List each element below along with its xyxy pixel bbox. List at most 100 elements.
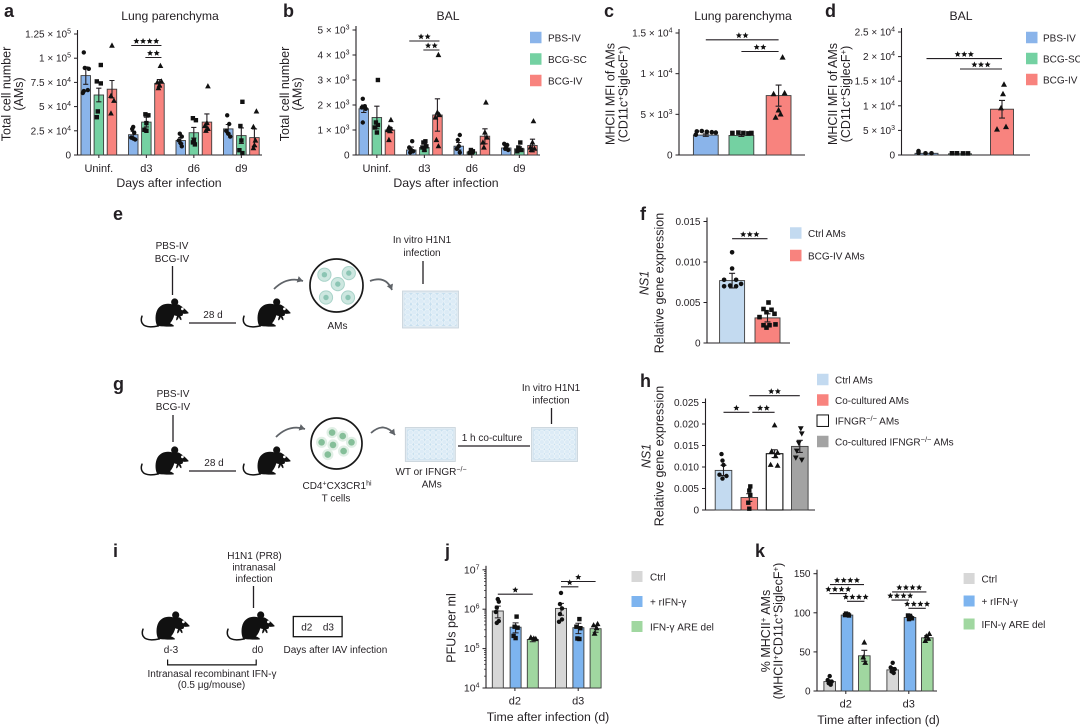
- svg-text:0: 0: [667, 151, 673, 162]
- svg-text:+ rIFN-γ: + rIFN-γ: [650, 598, 686, 609]
- svg-text:150: 150: [794, 569, 811, 580]
- svg-text:AMs: AMs: [328, 321, 348, 332]
- svg-text:BCG-IV: BCG-IV: [155, 254, 190, 265]
- svg-text:d2: d2: [301, 623, 313, 634]
- svg-text:+ rIFN-γ: + rIFN-γ: [982, 597, 1018, 608]
- svg-text:infection: infection: [403, 248, 440, 259]
- svg-text:2 × 104: 2 × 104: [863, 51, 895, 63]
- svg-text:1.25 × 105: 1.25 × 105: [25, 29, 71, 41]
- svg-text:d3: d3: [140, 163, 152, 175]
- svg-text:d: d: [825, 1, 836, 21]
- svg-text:Lung parenchyma: Lung parenchyma: [121, 9, 219, 23]
- svg-text:0: 0: [693, 506, 699, 517]
- svg-text:1 × 104: 1 × 104: [863, 100, 895, 112]
- svg-text:In vitro H1N1: In vitro H1N1: [522, 383, 581, 394]
- svg-text:7.5 × 104: 7.5 × 104: [31, 77, 71, 89]
- svg-text:infection: infection: [532, 396, 569, 407]
- svg-text:Ctrl AMs: Ctrl AMs: [835, 376, 873, 387]
- svg-text:PBS-IV: PBS-IV: [156, 241, 189, 252]
- svg-text:i: i: [113, 541, 118, 561]
- svg-text:Days after infection: Days after infection: [393, 176, 498, 190]
- svg-text:AMs: AMs: [422, 480, 442, 491]
- svg-text:Total cell number: Total cell number: [0, 47, 14, 142]
- svg-text:b: b: [283, 1, 294, 21]
- svg-text:% MHCII+ AMs: % MHCII+ AMs: [759, 590, 773, 672]
- svg-text:j: j: [444, 541, 450, 561]
- svg-text:100: 100: [794, 608, 811, 619]
- svg-text:0: 0: [695, 339, 701, 350]
- svg-text:5 × 104: 5 × 104: [39, 101, 71, 113]
- svg-text:BCG-IV AMs: BCG-IV AMs: [808, 252, 865, 263]
- svg-text:0: 0: [65, 151, 71, 162]
- svg-text:2 × 103: 2 × 103: [318, 100, 350, 112]
- svg-text:BCG-IV: BCG-IV: [156, 402, 191, 413]
- svg-text:BAL: BAL: [949, 9, 972, 23]
- svg-text:3 × 103: 3 × 103: [318, 75, 350, 87]
- svg-text:NS1: NS1: [640, 444, 654, 468]
- svg-text:BAL: BAL: [436, 9, 459, 23]
- svg-text:Lung parenchyma: Lung parenchyma: [694, 9, 792, 23]
- svg-text:c: c: [604, 1, 614, 21]
- svg-text:MHCII MFI of AMs: MHCII MFI of AMs: [604, 43, 618, 145]
- svg-text:Time after infection (d): Time after infection (d): [487, 710, 610, 724]
- svg-text:Ctrl AMs: Ctrl AMs: [808, 229, 846, 240]
- svg-text:(MHCII+CD11c+SiglecF+): (MHCII+CD11c+SiglecF+): [772, 563, 786, 700]
- svg-text:4 × 103: 4 × 103: [318, 50, 350, 62]
- svg-text:0.005: 0.005: [675, 298, 700, 309]
- svg-text:Days after infection: Days after infection: [116, 176, 221, 190]
- svg-text:d6: d6: [188, 163, 200, 175]
- svg-text:5 × 103: 5 × 103: [641, 109, 673, 121]
- svg-text:IFN-γ ARE del: IFN-γ ARE del: [982, 620, 1046, 631]
- svg-text:1.5 × 104: 1.5 × 104: [855, 76, 895, 88]
- svg-text:Intranasal recombinant IFN-γ: Intranasal recombinant IFN-γ: [148, 669, 277, 680]
- svg-text:1 × 105: 1 × 105: [39, 53, 71, 65]
- svg-text:d3: d3: [418, 163, 430, 175]
- svg-text:d6: d6: [466, 163, 478, 175]
- svg-text:28 d: 28 d: [204, 458, 223, 469]
- svg-text:H1N1 (PR8): H1N1 (PR8): [227, 551, 281, 562]
- svg-text:Uninf.: Uninf.: [84, 163, 113, 175]
- svg-text:IFNGR−/− AMs: IFNGR−/− AMs: [835, 414, 899, 428]
- svg-text:Relative gene expression: Relative gene expression: [653, 386, 667, 526]
- svg-text:IFN-γ ARE del: IFN-γ ARE del: [650, 623, 714, 634]
- svg-text:BCG-SC: BCG-SC: [1043, 55, 1080, 66]
- svg-text:WT or IFNGR−/−: WT or IFNGR−/−: [395, 467, 466, 479]
- svg-text:d-3: d-3: [164, 645, 179, 656]
- svg-text:Co-cultured AMs: Co-cultured AMs: [835, 396, 909, 407]
- svg-text:(0.5 μg/mouse): (0.5 μg/mouse): [178, 680, 245, 691]
- svg-text:0: 0: [805, 687, 811, 698]
- svg-text:2.5 × 104: 2.5 × 104: [31, 125, 71, 137]
- svg-text:d2: d2: [840, 699, 852, 711]
- svg-text:Co-cultured IFNGR−/− AMs: Co-cultured IFNGR−/− AMs: [835, 435, 954, 449]
- svg-text:0.010: 0.010: [674, 463, 699, 474]
- svg-text:Days after IAV infection: Days after IAV infection: [284, 645, 388, 656]
- svg-text:Ctrl: Ctrl: [982, 575, 998, 586]
- svg-text:(AMs): (AMs): [12, 77, 26, 110]
- svg-text:1 × 103: 1 × 103: [318, 125, 350, 137]
- svg-text:In vitro H1N1: In vitro H1N1: [393, 235, 452, 246]
- svg-text:1 × 104: 1 × 104: [641, 68, 673, 80]
- svg-text:infection: infection: [235, 574, 272, 585]
- svg-text:0: 0: [344, 151, 350, 162]
- svg-text:d9: d9: [235, 163, 247, 175]
- svg-text:T cells: T cells: [322, 494, 351, 505]
- svg-text:CD4+CX3CR1hi: CD4+CX3CR1hi: [302, 481, 371, 493]
- svg-text:d9: d9: [513, 163, 525, 175]
- svg-text:d3: d3: [903, 699, 915, 711]
- svg-text:2.5 × 104: 2.5 × 104: [855, 27, 895, 39]
- svg-text:BCG-SC: BCG-SC: [548, 55, 587, 66]
- svg-text:0.020: 0.020: [674, 420, 699, 431]
- svg-text:e: e: [113, 204, 123, 224]
- svg-text:h: h: [640, 371, 651, 391]
- svg-text:PFUs per ml: PFUs per ml: [445, 593, 459, 662]
- svg-text:0.025: 0.025: [674, 398, 699, 409]
- svg-text:5 × 103: 5 × 103: [318, 25, 350, 37]
- svg-text:f: f: [640, 204, 647, 224]
- svg-text:Uninf.: Uninf.: [362, 163, 391, 175]
- svg-text:0.015: 0.015: [674, 441, 699, 452]
- svg-text:k: k: [755, 541, 766, 561]
- svg-text:BCG-IV: BCG-IV: [1043, 76, 1078, 87]
- svg-text:d3: d3: [572, 696, 584, 708]
- svg-text:50: 50: [799, 647, 811, 658]
- svg-text:0.015: 0.015: [675, 217, 700, 228]
